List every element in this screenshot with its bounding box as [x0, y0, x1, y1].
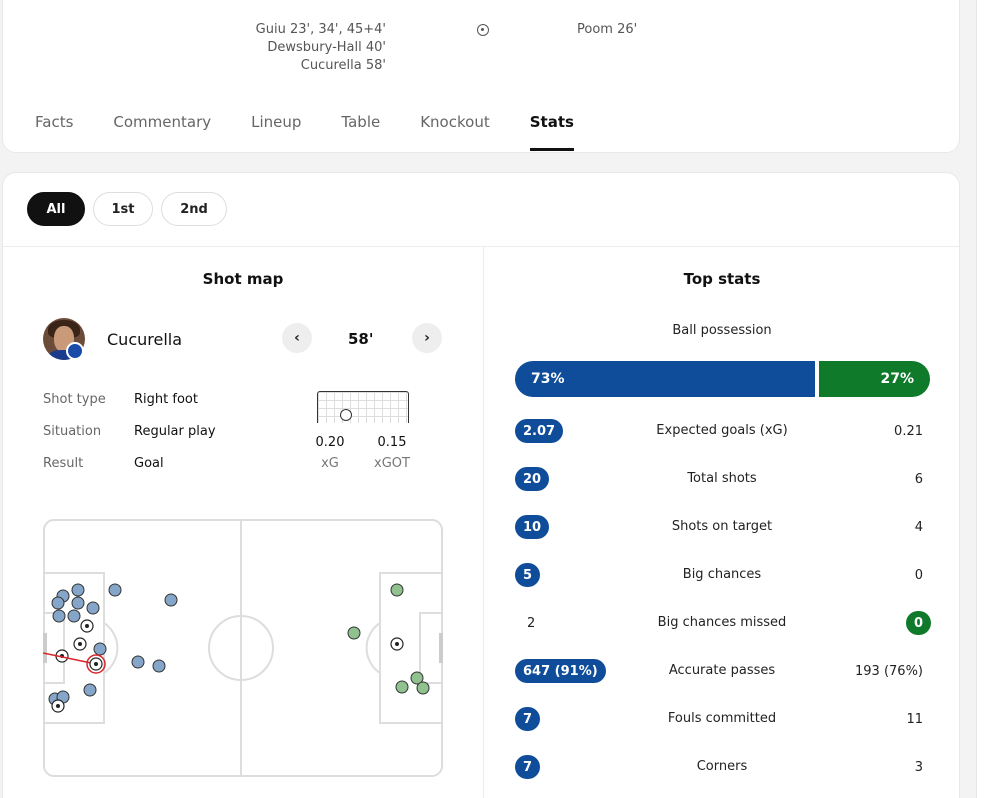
away-shots — [347, 583, 430, 695]
stat-label: Big chances missed — [657, 615, 787, 630]
right-sidebar-edge — [976, 0, 996, 798]
stat-label: Corners — [696, 759, 748, 774]
column-divider — [483, 246, 484, 798]
goal-frame-icon — [317, 391, 409, 423]
tab-lineup[interactable]: Lineup — [251, 113, 302, 131]
stat-row: 5 Big chances 0 — [483, 560, 961, 590]
home-shots — [43, 583, 178, 713]
stat-home-value: 20 — [515, 467, 550, 491]
stat-away-value: 6 — [914, 471, 923, 487]
stat-home-value: 7 — [515, 755, 541, 779]
tab-facts[interactable]: Facts — [35, 113, 74, 131]
home-scorer-1: Guiu 23', 34', 45+4' — [255, 22, 386, 37]
stat-away-value: 0.21 — [894, 423, 923, 439]
tab-knockout[interactable]: Knockout — [420, 113, 490, 131]
home-scorers: Guiu 23', 34', 45+4' Dewsbury-Hall 40' C… — [256, 21, 386, 75]
stat-home-value: 647 (91%) — [515, 659, 606, 683]
possession-home-value: 73% — [531, 371, 565, 387]
stat-row: 7 Corners 3 — [483, 752, 961, 782]
stat-row: 7 Fouls committed 11 — [483, 704, 961, 734]
next-shot-button[interactable]: › — [412, 323, 442, 353]
football-icon — [477, 24, 489, 36]
shot-type-value: Right foot — [134, 392, 198, 407]
club-badge-icon — [66, 342, 84, 360]
stat-away-value: 4 — [914, 519, 923, 535]
stat-away-value: 0 — [905, 611, 931, 635]
away-scorers: Poom 26' — [577, 21, 637, 39]
shot-map-pitch — [43, 519, 443, 777]
tab-table[interactable]: Table — [341, 113, 381, 131]
possession-away-value: 27% — [880, 371, 914, 387]
possession-label: Ball possession — [672, 323, 772, 338]
player-name: Cucurella — [107, 330, 183, 349]
result-label: Result — [43, 456, 84, 471]
shot-type-label: Shot type — [43, 392, 106, 407]
football-icon — [340, 409, 352, 421]
stat-row: 2.07 Expected goals (xG) 0.21 — [483, 416, 961, 446]
tab-stats[interactable]: Stats — [529, 113, 575, 151]
stat-away-value: 11 — [906, 711, 923, 727]
stat-away-value: 0 — [914, 567, 923, 583]
stat-home-value: 2.07 — [515, 419, 564, 443]
match-tabs: Facts Commentary Lineup Table Knockout S… — [35, 113, 575, 151]
period-second-half-button[interactable]: 2nd — [161, 192, 227, 226]
period-filter: All 1st 2nd — [27, 192, 227, 226]
situation-value: Regular play — [134, 424, 216, 439]
stats-card: All 1st 2nd Shot map Cucurella ‹ 58' › S… — [2, 172, 960, 798]
shot-minute: 58' — [348, 330, 374, 348]
possession-away-bar: 27% — [819, 361, 930, 397]
away-scorer-1: Poom 26' — [577, 22, 638, 37]
shot-map-title: Shot map — [202, 270, 284, 288]
result-value: Goal — [134, 456, 164, 471]
stat-away-value: 193 (76%) — [855, 663, 923, 679]
stat-row: 647 (91%) Accurate passes 193 (76%) — [483, 656, 961, 686]
tab-commentary[interactable]: Commentary — [113, 113, 212, 131]
stat-home-value: 7 — [515, 707, 541, 731]
stat-row: 20 Total shots 6 — [483, 464, 961, 494]
xgot-label: xGOT — [374, 456, 410, 471]
stat-label: Shots on target — [671, 519, 773, 534]
stat-home-value: 5 — [515, 563, 541, 587]
stat-away-value: 3 — [914, 759, 923, 775]
divider — [3, 246, 959, 247]
xgot-value: 0.15 — [377, 435, 407, 450]
period-first-half-button[interactable]: 1st — [93, 192, 153, 226]
match-header-card: Guiu 23', 34', 45+4' Dewsbury-Hall 40' C… — [2, 0, 960, 153]
stat-row: 10 Shots on target 4 — [483, 512, 961, 542]
stat-label: Big chances — [682, 567, 762, 582]
stat-home-value: 10 — [515, 515, 550, 539]
xg-label: xG — [321, 456, 339, 471]
home-scorer-3: Cucurella 58' — [300, 58, 386, 73]
stat-label: Total shots — [687, 471, 757, 486]
stat-row: 2 Big chances missed 0 — [483, 608, 961, 638]
home-scorer-2: Dewsbury-Hall 40' — [267, 40, 386, 55]
situation-label: Situation — [43, 424, 102, 439]
xg-value: 0.20 — [315, 435, 345, 450]
stat-label: Accurate passes — [668, 663, 776, 678]
chevron-left-icon: ‹ — [294, 330, 300, 346]
possession-home-bar: 73% — [515, 361, 815, 397]
stat-label: Expected goals (xG) — [656, 423, 788, 438]
chevron-right-icon: › — [424, 330, 430, 346]
stat-label: Fouls committed — [667, 711, 777, 726]
previous-shot-button[interactable]: ‹ — [282, 323, 312, 353]
stat-home-value: 2 — [527, 615, 536, 631]
top-stats-title: Top stats — [683, 270, 761, 288]
period-all-button[interactable]: All — [27, 192, 85, 226]
